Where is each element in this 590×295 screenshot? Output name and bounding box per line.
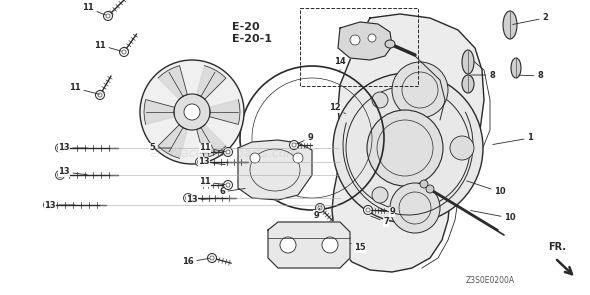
Text: 14: 14 (334, 58, 346, 72)
Ellipse shape (462, 50, 474, 74)
Circle shape (450, 136, 474, 160)
Circle shape (44, 201, 53, 209)
Circle shape (226, 183, 230, 187)
Text: E-20
E-20-1: E-20 E-20-1 (232, 22, 272, 45)
Text: 8: 8 (471, 71, 495, 79)
Circle shape (140, 60, 244, 164)
Polygon shape (196, 125, 226, 158)
Circle shape (198, 160, 202, 165)
Text: Z3S0E0200A: Z3S0E0200A (466, 276, 514, 285)
Text: 13: 13 (58, 143, 87, 153)
Polygon shape (158, 125, 188, 158)
Circle shape (106, 14, 110, 18)
Polygon shape (332, 14, 484, 272)
Circle shape (226, 150, 230, 154)
Circle shape (426, 185, 434, 193)
Circle shape (55, 143, 64, 153)
Circle shape (55, 171, 64, 179)
Circle shape (195, 158, 205, 166)
Text: 7: 7 (371, 216, 389, 227)
Text: 16: 16 (182, 258, 209, 266)
Text: 10: 10 (467, 181, 506, 196)
Text: 2: 2 (513, 14, 548, 24)
Circle shape (366, 208, 370, 212)
Circle shape (96, 91, 104, 99)
Circle shape (390, 183, 440, 233)
Text: ereplacementparts.com: ereplacementparts.com (149, 147, 299, 160)
Text: 11: 11 (82, 4, 106, 15)
Text: 1: 1 (493, 134, 533, 145)
Circle shape (57, 145, 63, 150)
Circle shape (333, 73, 483, 223)
Circle shape (316, 204, 325, 212)
Circle shape (103, 12, 113, 20)
Ellipse shape (385, 40, 395, 48)
Text: 11: 11 (199, 143, 225, 153)
Circle shape (363, 206, 372, 214)
Circle shape (174, 94, 210, 130)
Text: 5: 5 (149, 143, 171, 153)
Circle shape (420, 180, 428, 188)
Circle shape (57, 173, 63, 178)
Text: 12: 12 (329, 104, 346, 114)
Text: 11: 11 (199, 178, 225, 186)
Circle shape (293, 153, 303, 163)
Circle shape (322, 237, 338, 253)
Circle shape (224, 181, 232, 189)
Circle shape (120, 47, 129, 57)
Text: 15: 15 (350, 243, 366, 253)
Text: 10: 10 (471, 211, 516, 222)
Ellipse shape (503, 11, 517, 39)
Text: 13: 13 (58, 168, 87, 176)
Circle shape (98, 93, 102, 97)
Circle shape (368, 34, 376, 42)
Text: 13: 13 (44, 201, 75, 209)
Text: 11: 11 (94, 40, 122, 51)
Circle shape (318, 206, 322, 210)
Text: 6: 6 (219, 188, 245, 196)
Circle shape (372, 187, 388, 203)
Circle shape (392, 62, 448, 118)
Circle shape (350, 35, 360, 45)
Polygon shape (144, 100, 175, 124)
Text: 13: 13 (186, 196, 219, 204)
Circle shape (183, 194, 192, 202)
Circle shape (45, 202, 51, 207)
Circle shape (292, 143, 296, 147)
Circle shape (290, 140, 299, 150)
Circle shape (367, 110, 443, 186)
Circle shape (250, 153, 260, 163)
Polygon shape (238, 140, 312, 200)
Text: 9: 9 (297, 134, 313, 144)
Text: FR.: FR. (548, 242, 566, 252)
Text: 9: 9 (313, 208, 320, 219)
Circle shape (224, 148, 232, 157)
Circle shape (210, 256, 214, 260)
Ellipse shape (462, 75, 474, 93)
Polygon shape (196, 65, 226, 99)
Circle shape (208, 253, 217, 263)
Circle shape (184, 104, 200, 120)
Text: 13: 13 (198, 158, 225, 166)
Polygon shape (209, 100, 240, 124)
Circle shape (185, 196, 191, 201)
Text: 9: 9 (371, 207, 395, 217)
Circle shape (280, 237, 296, 253)
Polygon shape (158, 65, 188, 99)
Ellipse shape (511, 58, 521, 78)
Circle shape (122, 50, 126, 54)
Circle shape (372, 92, 388, 108)
Polygon shape (338, 22, 392, 60)
Polygon shape (268, 222, 350, 268)
Text: 8: 8 (519, 71, 543, 81)
Text: 11: 11 (69, 83, 99, 94)
